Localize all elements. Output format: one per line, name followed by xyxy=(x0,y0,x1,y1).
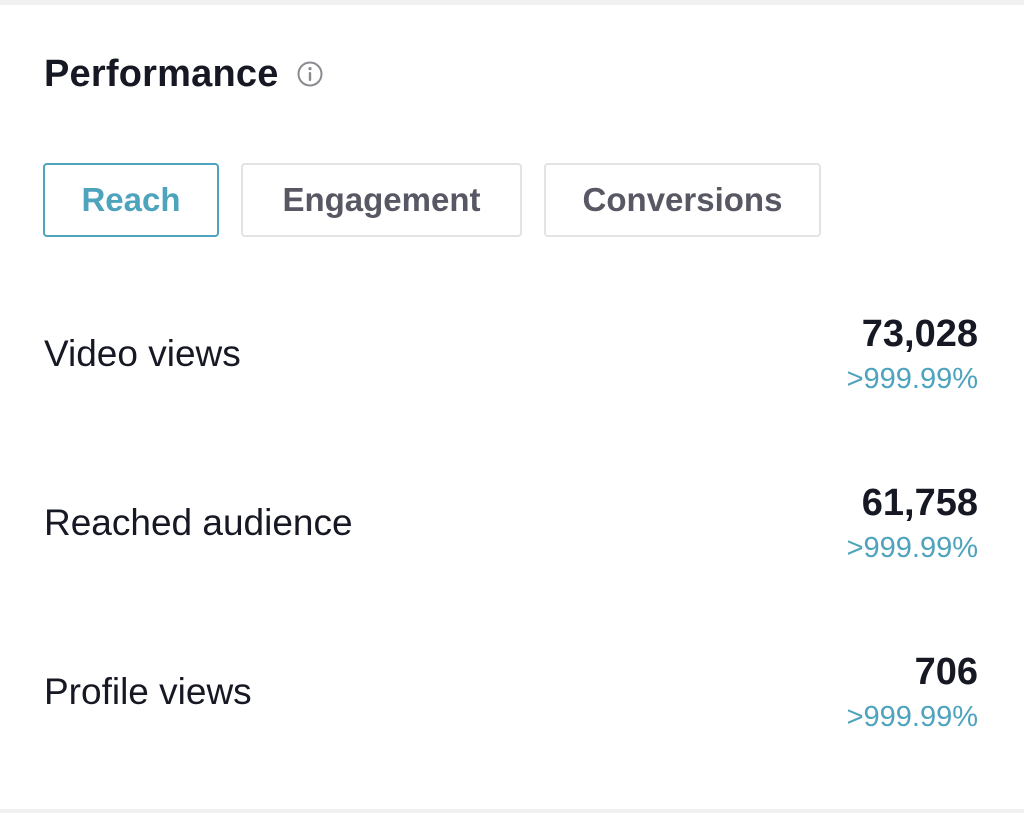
bottom-divider xyxy=(0,809,1024,813)
tab-reach[interactable]: Reach xyxy=(43,163,219,237)
metric-change: >999.99% xyxy=(846,701,978,733)
metric-value: 706 xyxy=(914,651,978,693)
top-divider xyxy=(0,0,1024,5)
metric-row-profile-views: Profile views 706 >999.99% xyxy=(44,651,978,733)
tab-engagement[interactable]: Engagement xyxy=(241,163,522,237)
metric-label: Video views xyxy=(44,333,241,374)
performance-header: Performance xyxy=(44,50,324,98)
page-title: Performance xyxy=(44,52,279,95)
metric-change: >999.99% xyxy=(846,532,978,564)
metric-category-tabs: Reach Engagement Conversions xyxy=(43,163,843,237)
metric-row-reached-audience: Reached audience 61,758 >999.99% xyxy=(44,482,978,564)
metric-value: 73,028 xyxy=(861,313,978,355)
metric-value: 61,758 xyxy=(861,482,978,524)
metric-row-video-views: Video views 73,028 >999.99% xyxy=(44,313,978,395)
metric-label: Reached audience xyxy=(44,502,353,543)
tab-conversions[interactable]: Conversions xyxy=(544,163,821,237)
metric-change: >999.99% xyxy=(846,363,978,395)
metric-label: Profile views xyxy=(44,671,252,712)
info-icon[interactable] xyxy=(296,60,324,88)
